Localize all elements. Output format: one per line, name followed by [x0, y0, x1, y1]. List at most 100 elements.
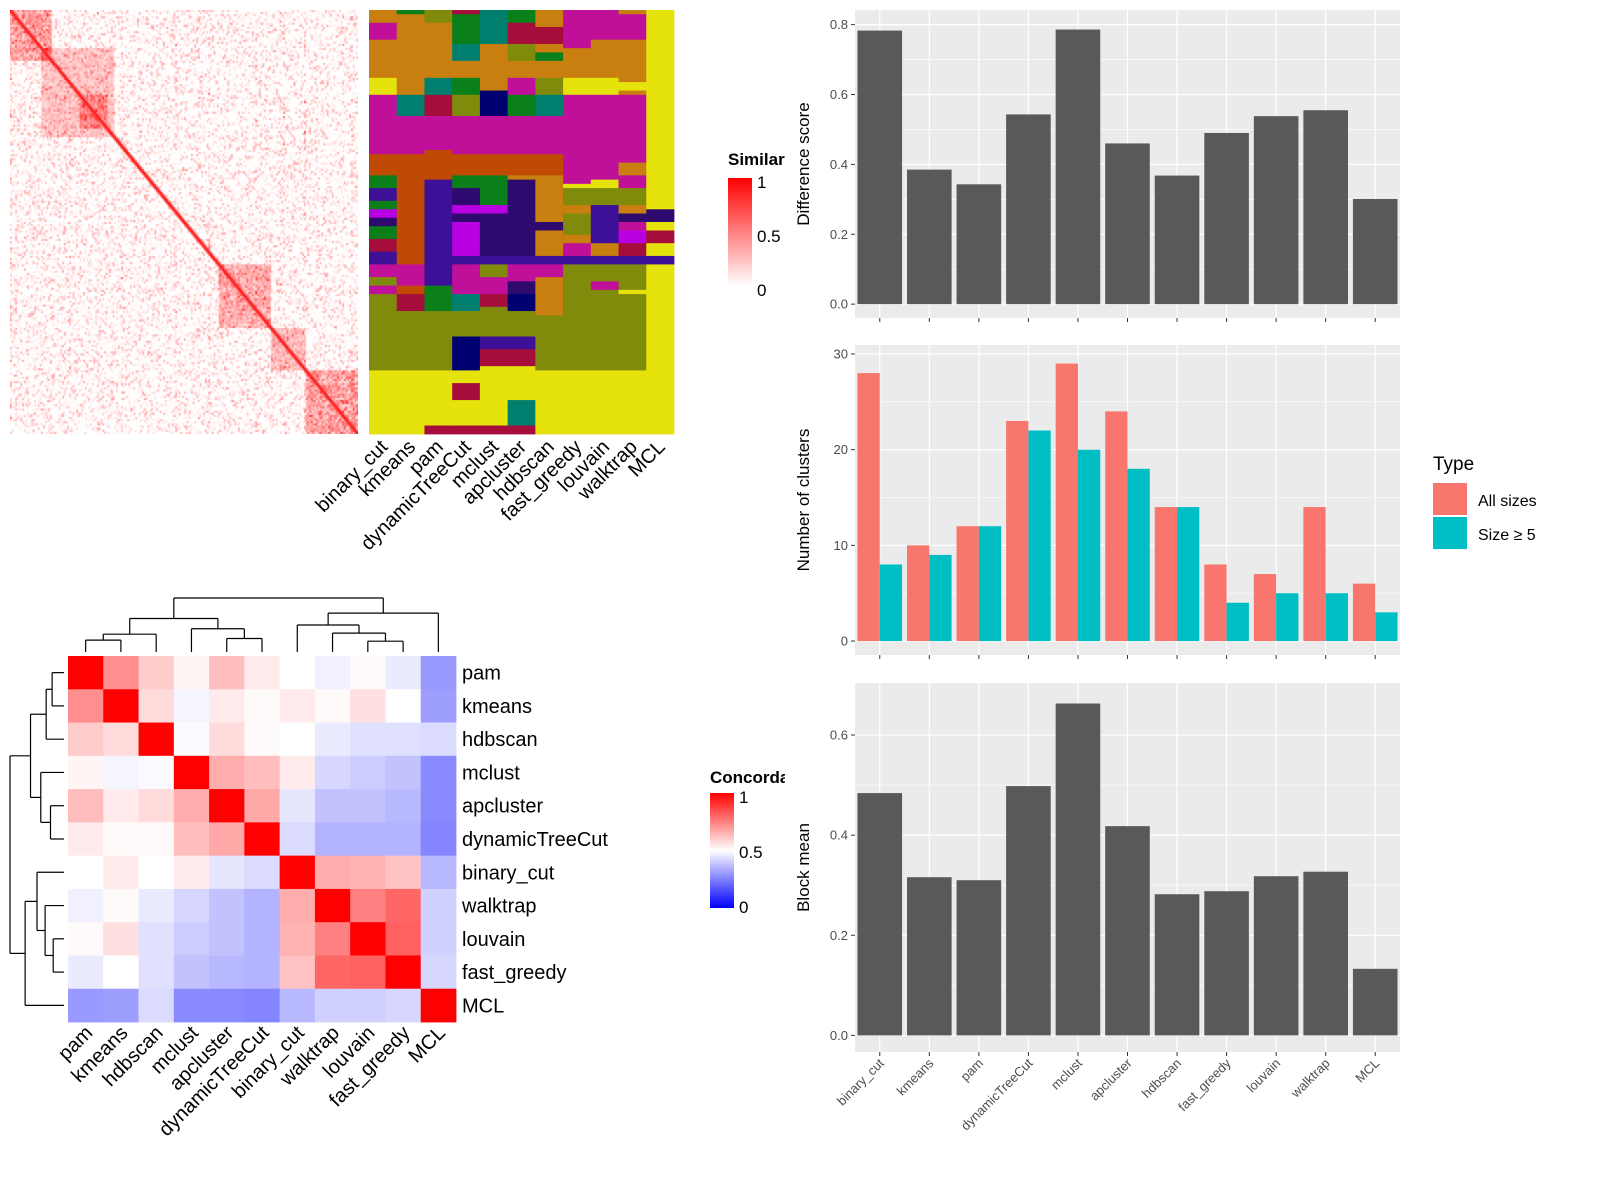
- concordance-cell: [173, 855, 210, 890]
- membership-cell-walktrap: [618, 188, 647, 206]
- membership-cell-dynamicTreeCut: [452, 43, 481, 62]
- concordance-cell: [138, 789, 175, 823]
- concordance-cell: [209, 755, 245, 790]
- bar-charts: 0.0 0.2 0.4 0.6 0.8 Difference score 0 10 20 30 Nu…: [794, 10, 1400, 1133]
- membership-cell-dynamicTreeCut: [452, 175, 481, 189]
- membership-cell-apcluster: [507, 22, 536, 45]
- membership-cell-dynamicTreeCut: [452, 255, 481, 265]
- membership-cell-binary_cut: [369, 154, 398, 176]
- membership-cell-apcluster: [507, 175, 536, 180]
- membership-cell-walktrap: [618, 230, 647, 244]
- concordance-cell: [68, 955, 104, 990]
- bar-pam-size5: [978, 526, 1002, 642]
- concordance-cell: [385, 656, 422, 690]
- concordance-cell: [420, 888, 457, 923]
- concordance-cell: [68, 988, 104, 1023]
- membership-cell-louvain: [590, 205, 619, 244]
- membership-cell-louvain: [590, 10, 619, 41]
- membership-cell-binary_cut: [369, 94, 398, 155]
- concordance-cell: [279, 855, 316, 890]
- membership-cell-dynamicTreeCut: [452, 264, 481, 295]
- membership-cell-dynamicTreeCut: [452, 370, 481, 384]
- concordance-cell: [244, 855, 281, 890]
- membership-cell-fast_greedy: [563, 243, 592, 257]
- bar-hdbscan-size5: [1177, 507, 1200, 642]
- concordance-cell: [68, 689, 104, 723]
- concordance-cell: [103, 789, 139, 823]
- bar-apcluster-size5: [1127, 468, 1150, 642]
- membership-cell-MCL: [646, 10, 675, 210]
- concordance-cell: [138, 822, 175, 857]
- membership-cell-kmeans: [396, 264, 425, 286]
- similarity-tick-label: 1: [757, 173, 766, 192]
- concordance-cell: [209, 689, 245, 723]
- concordance-cell: [350, 755, 386, 790]
- concordance-tick-label: 0.5: [739, 843, 763, 862]
- membership-cell-apcluster: [507, 77, 536, 96]
- membership-cell-pam: [424, 370, 453, 426]
- membership-cell-MCL: [646, 264, 675, 435]
- membership-cell-apcluster: [507, 60, 536, 79]
- membership-cell-kmeans: [396, 311, 425, 371]
- concordance-tick-label: 1: [739, 788, 748, 807]
- bar-pam: [956, 184, 1002, 305]
- bar-fast_greedy-size5: [1226, 602, 1249, 642]
- concordance-cell: [314, 656, 351, 690]
- membership-cell-mclust: [479, 425, 509, 435]
- concordance-row-label: apcluster: [462, 796, 543, 818]
- membership-cell-walktrap: [618, 14, 647, 41]
- membership-cell-dynamicTreeCut: [452, 205, 481, 214]
- concordance-cell: [209, 822, 245, 857]
- concordance-cell: [103, 689, 139, 723]
- concordance-cell: [314, 722, 351, 757]
- membership-cell-dynamicTreeCut: [452, 213, 481, 223]
- type-legend: Type All sizes Size ≥ 5: [1433, 454, 1537, 549]
- membership-cell-louvain: [590, 77, 619, 96]
- membership-cell-mclust: [479, 10, 509, 45]
- membership-cell-walktrap: [618, 82, 647, 91]
- membership-cell-walktrap: [618, 222, 647, 231]
- concordance-cell: [420, 955, 457, 990]
- membership-cell-louvain: [590, 39, 619, 79]
- bar-hdbscan-all: [1154, 507, 1178, 642]
- bar-MCL-all: [1352, 583, 1376, 642]
- membership-cell-mclust: [479, 294, 509, 308]
- membership-cell-dynamicTreeCut: [452, 10, 481, 15]
- membership-cell-walktrap: [618, 213, 647, 223]
- membership-cell-hdbscan: [535, 26, 564, 45]
- concordance-cell: [103, 855, 139, 890]
- concordance-row-label: dynamicTreeCut: [462, 829, 608, 851]
- membership-cell-dynamicTreeCut: [452, 336, 481, 371]
- membership-cell-mclust: [479, 349, 509, 367]
- membership-cell-apcluster: [507, 366, 536, 401]
- concordance-cell: [385, 755, 422, 790]
- membership-cell-louvain: [590, 370, 619, 435]
- membership-cell-kmeans: [396, 370, 425, 435]
- bar-binary_cut: [857, 30, 903, 305]
- membership-cell-walktrap: [618, 39, 647, 83]
- membership-cell-binary_cut: [369, 10, 398, 24]
- concordance-cell: [420, 922, 457, 956]
- membership-cell-binary_cut: [369, 22, 398, 41]
- concordance-cell: [173, 888, 210, 923]
- concordance-cell: [103, 922, 139, 956]
- bar-binary_cut: [857, 793, 903, 1036]
- membership-cell-pam: [424, 425, 453, 435]
- membership-cell-binary_cut: [369, 200, 398, 210]
- concordance-cell: [209, 656, 245, 690]
- membership-cell-mclust: [479, 154, 509, 176]
- membership-cell-mclust: [479, 264, 509, 278]
- membership-cell-MCL: [646, 222, 675, 231]
- membership-cell-pam: [424, 179, 453, 286]
- membership-cell-apcluster: [507, 349, 536, 367]
- membership-cell-louvain: [590, 255, 619, 265]
- membership-cell-hdbscan: [535, 230, 564, 257]
- membership-cell-binary_cut: [369, 226, 398, 240]
- membership-cell-mclust: [479, 116, 509, 155]
- concordance-cell: [385, 955, 422, 990]
- membership-cell-binary_cut: [369, 277, 398, 286]
- concordance-cell: [420, 855, 457, 890]
- concordance-cell: [173, 922, 210, 956]
- concordance-cell: [68, 755, 104, 790]
- concordance-cell: [138, 855, 175, 890]
